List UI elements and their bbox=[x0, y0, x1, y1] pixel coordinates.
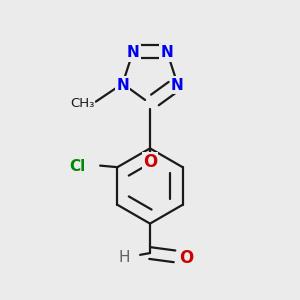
Text: N: N bbox=[160, 46, 173, 61]
Text: O: O bbox=[143, 153, 157, 171]
Text: O: O bbox=[179, 249, 194, 267]
Text: N: N bbox=[171, 78, 184, 93]
Text: Cl: Cl bbox=[69, 159, 85, 174]
Text: N: N bbox=[127, 46, 140, 61]
Text: N: N bbox=[116, 78, 129, 93]
Text: H: H bbox=[119, 250, 130, 265]
Text: CH₃: CH₃ bbox=[70, 97, 94, 110]
